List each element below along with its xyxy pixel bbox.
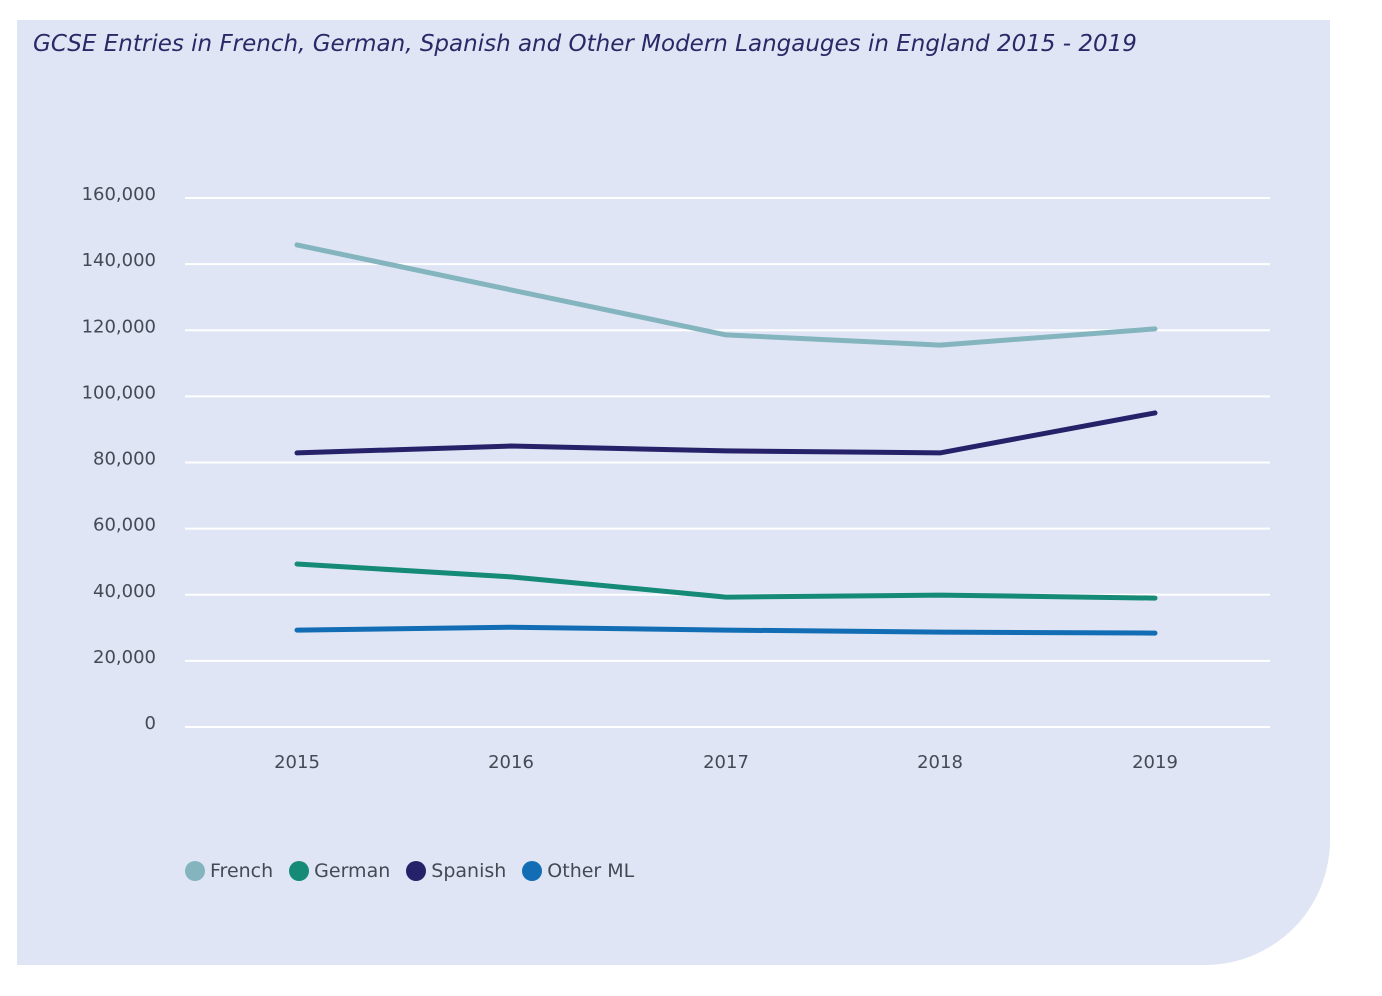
y-tick-label: 20,000 (93, 647, 156, 668)
y-tick-label: 40,000 (93, 581, 156, 602)
series-line-spanish (294, 410, 1158, 456)
x-axis-ticks: 2015 2016 2017 2018 2019 (274, 752, 1178, 773)
series-line-other-ml (294, 624, 1158, 636)
series-line-german (294, 561, 1158, 601)
chart-title: GCSE Entries in French, German, Spanish … (33, 31, 1137, 57)
legend-label: German (314, 860, 391, 882)
series-lines (294, 242, 1158, 636)
y-tick-label: 100,000 (82, 382, 156, 403)
legend-dot-icon (185, 861, 205, 881)
x-tick-label: 2015 (274, 752, 320, 773)
y-tick-label: 120,000 (82, 316, 156, 337)
y-tick-label: 160,000 (82, 184, 156, 205)
legend-item: French (185, 860, 273, 882)
chart-panel (17, 20, 1330, 965)
legend-label: Other ML (547, 860, 635, 882)
y-tick-label: 80,000 (93, 449, 156, 470)
x-tick-label: 2016 (488, 752, 534, 773)
y-tick-label: 140,000 (82, 250, 156, 271)
legend-item: Spanish (406, 860, 506, 882)
legend-dot-icon (289, 861, 310, 881)
legend-label: Spanish (431, 860, 507, 882)
x-tick-label: 2017 (703, 752, 749, 773)
legend-item: Other ML (522, 860, 634, 882)
legend: French German Spanish Other ML (185, 860, 634, 882)
legend-item: German (289, 860, 390, 882)
y-tick-label: 60,000 (93, 515, 156, 536)
gridlines (185, 197, 1270, 728)
x-tick-label: 2019 (1132, 752, 1178, 773)
x-tick-label: 2018 (917, 752, 963, 773)
y-axis-ticks: 0 20,000 40,000 60,000 80,000 100,000 120,000 1… (82, 184, 156, 734)
legend-label: French (210, 860, 274, 882)
legend-dot-icon (522, 861, 543, 881)
legend-dot-icon (406, 861, 427, 881)
series-line-french (294, 242, 1158, 348)
y-tick-label: 0 (145, 713, 156, 734)
